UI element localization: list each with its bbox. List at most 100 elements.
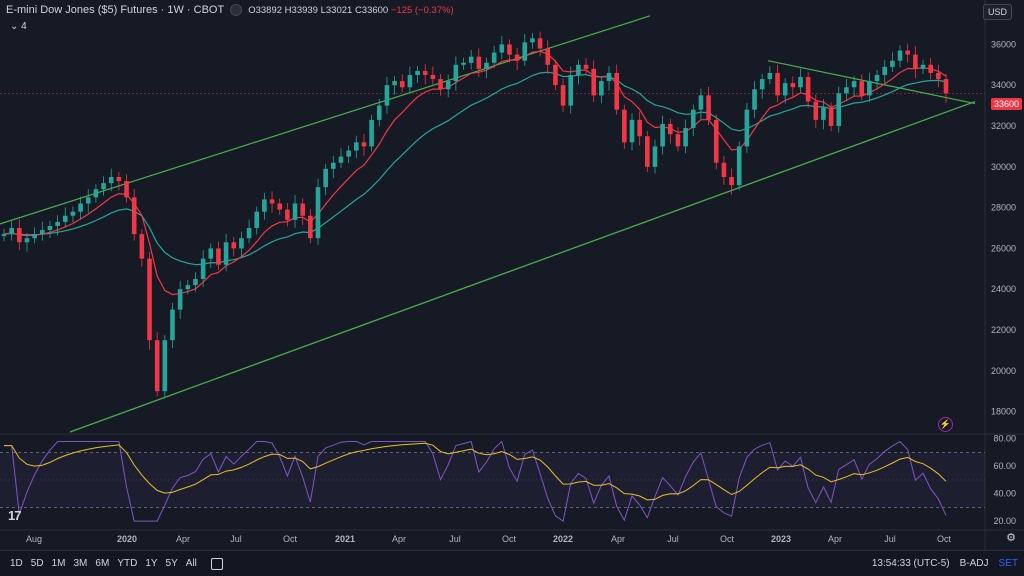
change-value: −125 (−0.37%): [390, 4, 454, 16]
settings-gear-icon[interactable]: ⚙: [1006, 532, 1016, 544]
candle-body: [507, 44, 512, 55]
candle-body: [331, 162, 336, 169]
candle-body: [285, 209, 290, 220]
candle-body: [254, 211, 260, 228]
candle-body: [338, 156, 344, 163]
candle-body: [936, 72, 941, 80]
session-toggle[interactable]: SET: [998, 558, 1018, 569]
candle-body: [193, 279, 198, 286]
timeframe-all[interactable]: All: [185, 558, 197, 569]
candle-body: [683, 128, 688, 147]
candle-body: [17, 228, 22, 243]
tradingview-logo[interactable]: 17: [8, 508, 22, 523]
candle-body: [514, 54, 520, 61]
candle-body: [491, 52, 497, 63]
timeframe-1m[interactable]: 1M: [51, 558, 66, 569]
timeframe-5d[interactable]: 5D: [30, 558, 44, 569]
calendar-icon[interactable]: [210, 557, 223, 570]
candle-body: [522, 42, 528, 61]
candle-body: [568, 75, 574, 106]
candle-body: [116, 177, 122, 182]
candle-body: [124, 181, 129, 198]
candle-body: [660, 123, 665, 147]
candle-body: [851, 81, 857, 88]
visibility-icon[interactable]: [230, 4, 243, 16]
candle-body: [415, 70, 420, 75]
timeframe-1y[interactable]: 1Y: [145, 558, 158, 569]
high-value: H33939: [284, 4, 318, 16]
candle-body: [713, 119, 719, 163]
badj-toggle[interactable]: B-ADJ: [959, 558, 989, 569]
candle-body: [675, 134, 681, 147]
candle-body: [698, 95, 704, 110]
price-tick-label: 18000: [991, 407, 1016, 417]
candle-body: [591, 68, 597, 96]
timeframe-1d[interactable]: 1D: [10, 558, 23, 569]
candle-body: [744, 109, 750, 147]
candle-body: [622, 109, 627, 143]
price-tick-label: 34000: [991, 80, 1016, 90]
candle-body: [859, 81, 865, 96]
candle-body: [553, 64, 558, 86]
candle-body: [461, 62, 466, 65]
bottom-toolbar: 1D 5D 1M 3M 6M YTD 1Y 5Y All 13:54:33 (U…: [0, 550, 1024, 576]
rsi-ma-line: [4, 442, 947, 501]
candle-body: [652, 146, 658, 167]
candle-body: [759, 79, 765, 90]
candle-body: [200, 258, 206, 279]
ohlc-values: O33892 H33939 L33021 C33600 −125 (−0.37%…: [248, 5, 454, 16]
time-tick-label: Jul: [667, 534, 679, 544]
candle-body: [93, 189, 99, 198]
channel-lower-line: [69, 100, 976, 433]
candle-body: [913, 54, 918, 69]
candle-body: [476, 56, 482, 69]
symbol-title[interactable]: E-mini Dow Jones ($5) Futures · 1W · CBO…: [6, 4, 225, 16]
timeframe-3m[interactable]: 3M: [73, 558, 88, 569]
price-tick-label: 28000: [991, 203, 1016, 213]
candle-body: [55, 221, 60, 226]
candle-body: [162, 340, 168, 392]
candle-body: [729, 177, 734, 186]
candle-body: [277, 203, 283, 210]
candle-body: [614, 72, 619, 110]
time-tick-label: Jul: [884, 534, 896, 544]
candle-body: [867, 81, 872, 96]
currency-button[interactable]: USD: [982, 4, 1012, 20]
candle-body: [47, 225, 53, 231]
candle-body: [438, 79, 443, 90]
candle-body: [645, 136, 650, 167]
candle-body: [85, 197, 91, 204]
candle-body: [292, 203, 298, 220]
candle-body: [39, 230, 45, 235]
rsi-tick-label: 20.00: [993, 516, 1016, 526]
candle-body: [422, 70, 428, 75]
candle-body: [177, 289, 183, 310]
time-tick-label: Oct: [937, 534, 952, 544]
low-value: L33021: [320, 4, 353, 16]
time-tick-label: 2020: [117, 534, 137, 544]
candle-body: [62, 215, 68, 222]
candle-body: [399, 81, 405, 88]
candle-body: [346, 150, 351, 157]
time-tick-label: 2023: [771, 534, 791, 544]
candle-body: [430, 75, 436, 80]
clock[interactable]: 13:54:33 (UTC-5): [871, 558, 950, 569]
candle-body: [530, 38, 535, 43]
candle-body: [576, 64, 581, 75]
candle-body: [943, 79, 949, 94]
candle-body: [897, 50, 903, 61]
candle-body: [223, 242, 229, 265]
lightning-icon[interactable]: ⚡: [938, 417, 953, 432]
candle-body: [706, 95, 711, 120]
indicators-collapse-button[interactable]: ⌄ 4: [10, 21, 27, 32]
timeframe-5y[interactable]: 5Y: [165, 558, 178, 569]
candle-body: [798, 77, 803, 88]
timeframe-6m[interactable]: 6M: [95, 558, 110, 569]
timeframe-ytd[interactable]: YTD: [117, 558, 138, 569]
candle-body: [813, 101, 819, 120]
candle-body: [315, 187, 321, 239]
candle-body: [24, 238, 30, 243]
candle-body: [583, 64, 589, 69]
price-tick-label: 26000: [991, 243, 1016, 253]
